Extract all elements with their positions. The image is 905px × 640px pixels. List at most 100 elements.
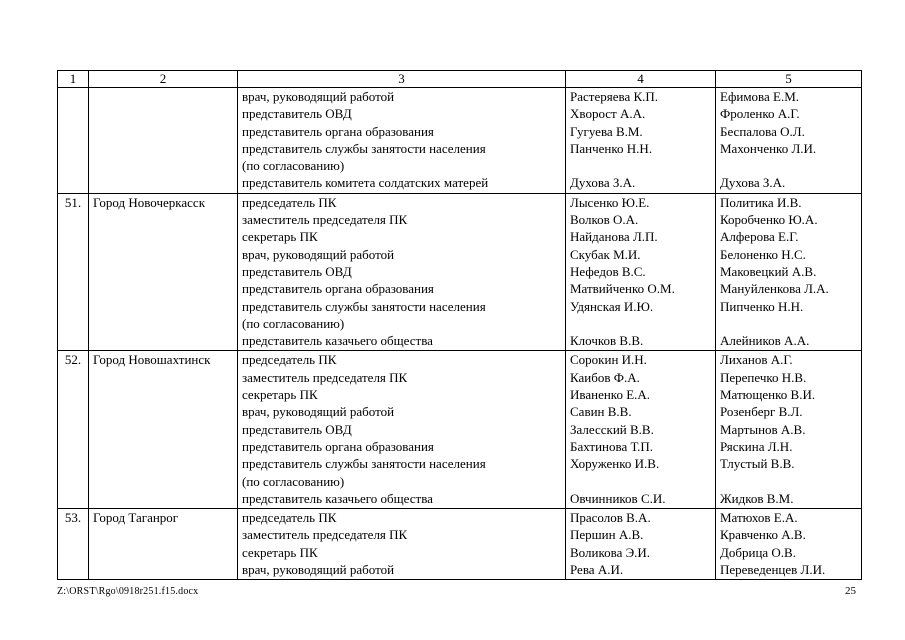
member-name-col4: Рева А.И. <box>570 562 624 578</box>
column-header-3: 3 <box>237 70 566 88</box>
role-line: председатель ПК <box>242 352 337 368</box>
role-line: врач, руководящий работой <box>242 89 395 104</box>
roles-cell: председатель ПК заместитель председателя … <box>237 508 566 581</box>
role-line: представитель службы занятости населения <box>242 456 486 472</box>
city-cell: Город Новочеркасск <box>88 192 238 352</box>
table-row: 52. Город Новошахтинск председатель ПК заме… <box>57 350 862 510</box>
member-name-col4: Воликова Э.И. <box>570 544 651 560</box>
role-line: представитель комитета солдатских матере… <box>242 175 489 191</box>
column-header-2: 2 <box>88 70 238 88</box>
role-line: секретарь ПК <box>242 229 318 245</box>
column-header-5: 5 <box>715 70 862 88</box>
role-line: представитель ОВД <box>242 421 352 437</box>
member-name-col4: Каибов Ф.А. <box>570 369 640 385</box>
member-name-col4: Иваненко Е.А. <box>570 387 651 403</box>
member-name-col4 <box>570 473 711 490</box>
city-cell: Город Новошахтинск <box>88 350 238 510</box>
member-name-col5: Мануйленкова Л.А. <box>720 281 829 297</box>
member-name-col5: Переведенцев Л.И. <box>720 562 826 578</box>
member-name-col5: Беспалова О.Л. <box>720 123 805 139</box>
member-name-col5: Лиханов А.Г. <box>720 352 793 368</box>
member-name-col4: Лысенко Ю.Е. <box>570 194 650 210</box>
members-col4-cell: Растеряева К.П. Хворост А.А. Гугуева В.М. П… <box>565 87 716 194</box>
member-name-col5: Перепечко Н.В. <box>720 369 807 385</box>
member-name-col5: Ефимова Е.М. <box>720 89 800 104</box>
role-line: заместитель председателя ПК <box>242 527 408 543</box>
row-number-cell: 52. <box>57 350 89 510</box>
member-name-col5: Коробченко Ю.А. <box>720 212 818 228</box>
members-col5-cell: Ефимова Е.М. Фроленко А.Г. Беспалова О.Л. М… <box>715 87 862 194</box>
member-name-col4: Овчинников С.И. <box>570 490 666 506</box>
role-line: заместитель председателя ПК <box>242 212 408 228</box>
member-name-col5: Ряскина Л.Н. <box>720 438 793 454</box>
role-line: председатель ПК <box>242 510 337 526</box>
role-line: представитель органа образования <box>242 281 434 297</box>
member-name-col4: Духова З.А. <box>570 175 636 191</box>
roles-cell: председатель ПК заместитель председателя … <box>237 350 566 510</box>
member-name-col4: Прасолов В.А. <box>570 510 651 526</box>
column-header-4: 4 <box>565 70 716 88</box>
member-name-col4: Нефедов В.С. <box>570 263 646 279</box>
member-name-col4: Гугуева В.М. <box>570 123 643 139</box>
role-line: секретарь ПК <box>242 387 318 403</box>
member-name-col4: Хоруженко И.В. <box>570 456 660 472</box>
committee-table-body: врач, руководящий работой представитель О… <box>57 87 862 581</box>
city-cell <box>88 87 238 194</box>
member-name-col4: Растеряева К.П. <box>570 89 659 104</box>
member-name-col4: Залесский В.В. <box>570 421 654 437</box>
role-line: представитель службы занятости населения <box>242 140 486 156</box>
members-col4-cell: Прасолов В.А. Першин А.В. Воликова Э.И. Рев… <box>565 508 716 581</box>
member-name-col5: Матющенко В.И. <box>720 387 816 403</box>
member-name-col4 <box>570 315 711 332</box>
member-name-col5: Розенберг В.Л. <box>720 404 803 420</box>
role-line: представитель службы занятости населения <box>242 298 486 314</box>
member-name-col4: Клочков В.В. <box>570 333 644 349</box>
member-name-col5: Духова З.А. <box>720 175 786 191</box>
members-col5-cell: Политика И.В. Коробченко Ю.А. Алферова Е.Г… <box>715 192 862 352</box>
role-line: представитель ОВД <box>242 263 352 279</box>
row-number-cell: 53. <box>57 508 89 581</box>
table-row: 53. Город Таганрог председатель ПК заместит… <box>57 508 862 581</box>
member-name-col5: Маковецкий А.В. <box>720 263 817 279</box>
footer-file-path: Z:\ORST\Rgo\0918r251.f15.docx <box>57 586 199 597</box>
member-name-col4: Волков О.А. <box>570 212 639 228</box>
column-header-1: 1 <box>57 70 89 88</box>
member-name-col5: Махонченко Л.И. <box>720 140 817 156</box>
member-name-col5: Кравченко А.В. <box>720 527 806 543</box>
row-number-cell <box>57 87 89 194</box>
table-row: 51. Город Новочеркасск председатель ПК заме… <box>57 192 862 352</box>
role-line: врач, руководящий работой <box>242 562 395 578</box>
member-name-col4: Сорокин И.Н. <box>570 352 647 368</box>
member-name-col5: Белоненко Н.С. <box>720 246 806 262</box>
role-line: заместитель председателя ПК <box>242 369 408 385</box>
role-line: представитель органа образования <box>242 438 434 454</box>
member-name-col4: Найданова Л.П. <box>570 229 658 245</box>
members-col4-cell: Сорокин И.Н. Каибов Ф.А. Иваненко Е.А. Сави… <box>565 350 716 510</box>
members-col5-cell: Лиханов А.Г. Перепечко Н.В. Матющенко В.И.… <box>715 350 862 510</box>
member-name-col4: Скубак М.И. <box>570 246 641 262</box>
roles-cell: председатель ПК заместитель председателя … <box>237 192 566 352</box>
role-line: (по согласованию) <box>242 473 345 489</box>
table-row: врач, руководящий работой представитель О… <box>57 87 862 194</box>
role-line: представитель органа образования <box>242 123 434 139</box>
role-line: врач, руководящий работой <box>242 404 395 420</box>
member-name-col4: Матвийченко О.М. <box>570 281 675 297</box>
member-name-col5: Жидков В.М. <box>720 490 794 506</box>
member-name-col5: Мартынов А.В. <box>720 421 806 437</box>
member-name-col5 <box>720 315 857 332</box>
role-line: врач, руководящий работой <box>242 246 395 262</box>
member-name-col5: Фроленко А.Г. <box>720 106 800 122</box>
role-line: представитель казачьего общества <box>242 490 433 506</box>
member-name-col4: Удянская И.Ю. <box>570 298 654 314</box>
member-name-col4: Савин В.В. <box>570 404 632 420</box>
member-name-col4: Першин А.В. <box>570 527 644 543</box>
role-line: представитель ОВД <box>242 106 352 122</box>
role-line: секретарь ПК <box>242 544 318 560</box>
role-line: председатель ПК <box>242 194 337 210</box>
members-col4-cell: Лысенко Ю.Е. Волков О.А. Найданова Л.П. Ску… <box>565 192 716 352</box>
table-header-row: 1 2 3 4 5 <box>57 70 862 88</box>
member-name-col5: Политика И.В. <box>720 194 802 210</box>
city-cell: Город Таганрог <box>88 508 238 581</box>
members-col5-cell: Матюхов Е.А. Кравченко А.В. Добрица О.В. Пе… <box>715 508 862 581</box>
